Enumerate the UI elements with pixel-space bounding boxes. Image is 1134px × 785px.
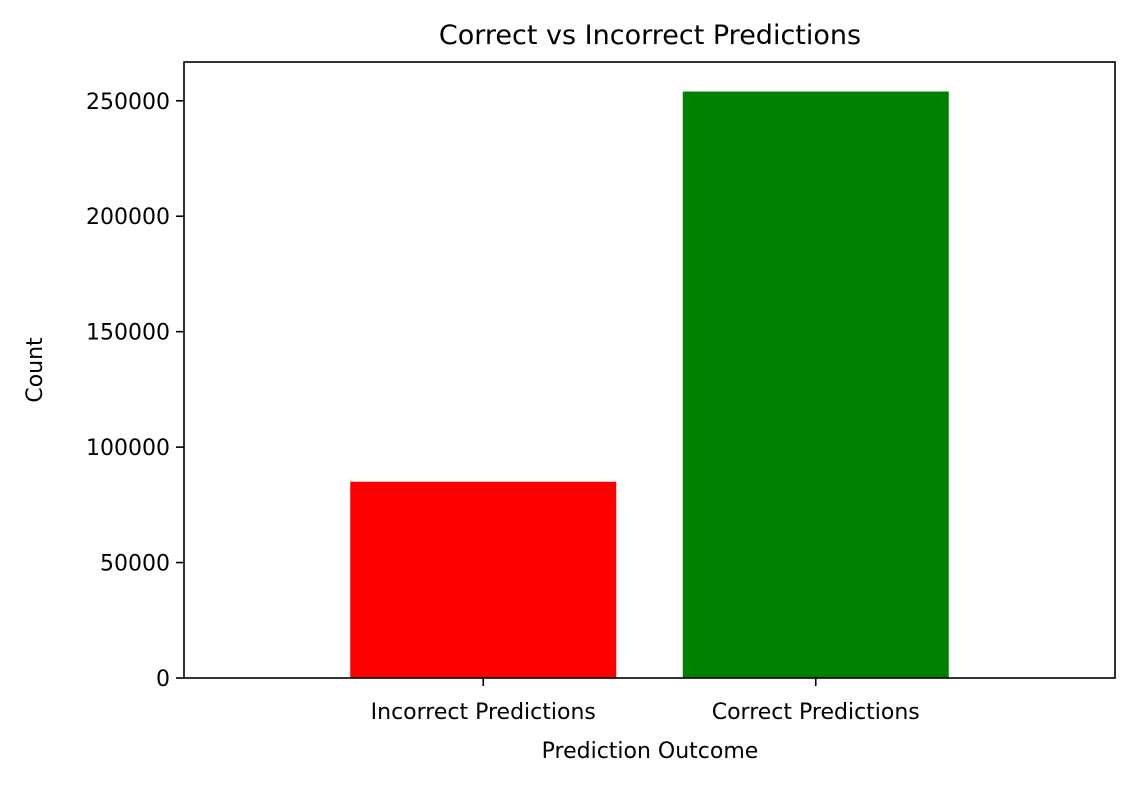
bar-incorrect-predictions bbox=[350, 481, 617, 678]
x-axis: Incorrect Predictions Correct Predictions bbox=[371, 678, 920, 725]
y-axis-label: Count bbox=[23, 337, 48, 403]
y-tick-label: 100000 bbox=[86, 436, 170, 461]
x-tick-label: Incorrect Predictions bbox=[371, 700, 596, 725]
y-tick-label: 250000 bbox=[86, 90, 170, 115]
chart-title: Correct vs Incorrect Predictions bbox=[439, 20, 861, 51]
y-axis: 0 50000 100000 150000 200000 250000 bbox=[86, 90, 184, 692]
x-tick-label: Correct Predictions bbox=[712, 700, 920, 725]
y-tick-label: 150000 bbox=[86, 321, 170, 346]
y-tick-label: 200000 bbox=[86, 205, 170, 230]
bars-layer bbox=[350, 91, 949, 679]
y-tick-label: 0 bbox=[156, 667, 170, 692]
bar-correct-predictions bbox=[682, 91, 949, 679]
y-tick-label: 50000 bbox=[100, 552, 170, 577]
plot-frame bbox=[183, 61, 1116, 679]
x-axis-label: Prediction Outcome bbox=[542, 739, 759, 764]
